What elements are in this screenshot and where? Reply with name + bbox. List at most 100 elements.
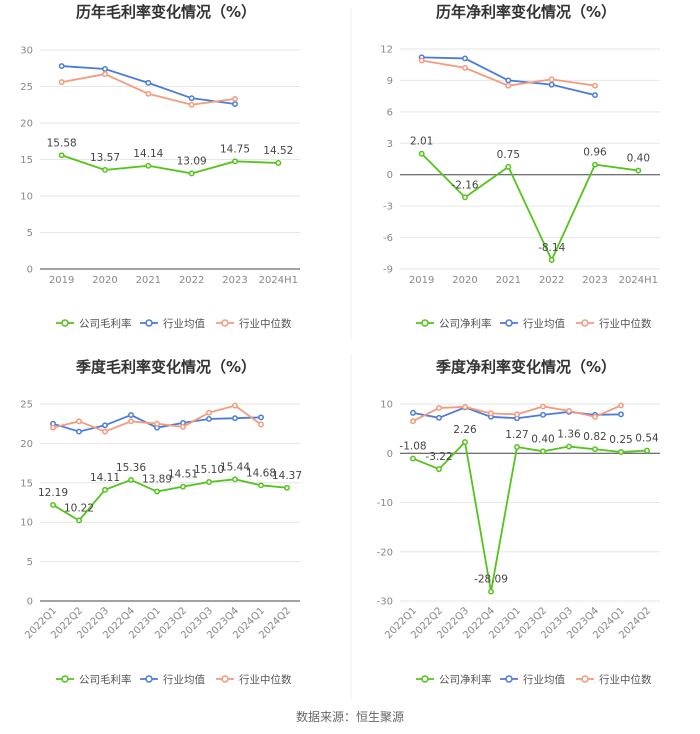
- chart-panel-2: 历年净利率变化情况（%） -9 -6 -3 0 3 6 9 12 2019 2020 2021 2022…: [380, 3, 660, 330]
- data-label: 14.14: [133, 148, 163, 160]
- data-point-avg: [145, 79, 152, 86]
- data-label: 13.57: [90, 152, 120, 164]
- data-label: -28.09: [474, 574, 508, 586]
- series-line-company: [52, 478, 288, 522]
- y-tick-label: 15: [20, 155, 33, 166]
- data-point-company: [206, 479, 212, 485]
- data-point-company: [592, 446, 598, 453]
- data-label: -8.14: [538, 242, 565, 254]
- legend-label: 公司净利率: [439, 673, 492, 686]
- data-label: 14.51: [168, 469, 198, 481]
- legend-label: 行业中位数: [599, 317, 652, 330]
- x-tick-label: 2023: [582, 275, 607, 286]
- legend-item-avg[interactable]: 行业均值: [140, 673, 205, 686]
- data-label: 1.36: [557, 429, 581, 441]
- data-label: 15.58: [47, 137, 77, 149]
- y-tick-label: 0: [27, 597, 33, 608]
- legend-item-avg[interactable]: 行业均值: [500, 673, 565, 686]
- chart-title: 历年净利率变化情况（%）: [436, 3, 616, 21]
- data-label: 15.10: [194, 464, 224, 476]
- legend-item-avg[interactable]: 行业均值: [140, 317, 205, 330]
- legend-item-company[interactable]: 公司净利率: [416, 673, 492, 686]
- data-point-company: [410, 455, 416, 462]
- data-point-avg: [102, 66, 108, 72]
- x-tick-label: 2023: [222, 275, 247, 286]
- x-tick-label: 2020: [452, 275, 477, 286]
- x-tick-label: 2021: [136, 275, 161, 286]
- data-point-median: [102, 428, 108, 435]
- data-point-avg: [436, 414, 442, 421]
- data-label: 14.11: [90, 472, 120, 484]
- data-point-avg: [540, 411, 546, 418]
- data-point-avg: [76, 428, 82, 435]
- series-line-avg: [421, 56, 596, 96]
- data-label: 13.09: [177, 155, 207, 167]
- y-tick-label: -30: [377, 597, 393, 608]
- data-point-company: [488, 588, 494, 595]
- x-tick-label: 2024H1: [619, 275, 658, 286]
- y-tick-label: 9: [387, 76, 393, 87]
- data-label: 12.19: [38, 487, 68, 499]
- data-point-median: [618, 402, 624, 409]
- legend-item-avg[interactable]: 行业均值: [500, 317, 565, 330]
- data-point-company: [128, 477, 134, 483]
- data-label: 14.52: [263, 145, 293, 157]
- data-point-avg: [548, 81, 555, 88]
- series-line-company: [61, 154, 279, 175]
- data-point-median: [145, 90, 152, 97]
- chart-title: 季度毛利率变化情况（%）: [76, 358, 256, 376]
- data-point-median: [58, 79, 65, 86]
- y-tick-label: -9: [383, 265, 393, 276]
- y-tick-label: 20: [20, 119, 33, 130]
- x-tick-label: 2022: [179, 275, 204, 286]
- legend-item-median[interactable]: 行业中位数: [216, 317, 292, 330]
- data-point-median: [548, 76, 555, 83]
- legend-item-median[interactable]: 行业中位数: [576, 673, 652, 686]
- data-point-company: [418, 150, 425, 157]
- chart-panel-4: 季度净利率变化情况（%）-30-20-100102022Q12022Q22022…: [377, 358, 660, 686]
- legend-label: 行业均值: [163, 673, 205, 686]
- legend-item-company[interactable]: 公司毛利率: [56, 317, 132, 330]
- legend-label: 公司毛利率: [79, 673, 132, 686]
- chart-panel-3: 季度毛利率变化情况（%）05101520252022Q12022Q22022Q3…: [20, 358, 302, 686]
- data-point-avg: [128, 412, 134, 418]
- data-point-company: [258, 482, 264, 489]
- data-point-company: [145, 162, 152, 169]
- data-label: 15.36: [116, 462, 146, 474]
- data-point-company: [232, 158, 238, 165]
- y-tick-label: -3: [383, 202, 393, 213]
- data-point-median: [154, 420, 160, 427]
- data-point-median: [188, 101, 195, 108]
- data-point-company: [462, 194, 468, 201]
- chart-title: 历年毛利率变化情况（%）: [76, 3, 256, 21]
- data-label: 0.40: [531, 433, 554, 445]
- data-point-median: [462, 64, 468, 71]
- data-point-avg: [505, 77, 512, 84]
- data-label: 0.40: [627, 153, 650, 165]
- legend-marker: [581, 675, 589, 683]
- chart-title: 季度净利率变化情况（%）: [436, 358, 616, 376]
- data-point-company: [275, 160, 282, 166]
- data-point-avg: [232, 101, 238, 107]
- legend-item-median[interactable]: 行业中位数: [576, 317, 652, 330]
- data-point-company: [635, 167, 642, 174]
- data-point-median: [128, 418, 134, 425]
- x-tick-label: 2020: [92, 275, 117, 286]
- data-label: 0.54: [635, 433, 659, 445]
- data-point-company: [436, 466, 442, 473]
- data-point-company: [540, 448, 546, 455]
- data-point-median: [50, 424, 56, 431]
- legend-marker: [145, 319, 153, 327]
- data-point-median: [232, 95, 238, 102]
- legend-item-company[interactable]: 公司净利率: [416, 317, 492, 330]
- data-point-median: [76, 418, 82, 425]
- data-point-median: [258, 421, 264, 428]
- data-point-avg: [410, 409, 416, 416]
- data-point-avg: [618, 411, 624, 418]
- legend-marker: [421, 675, 429, 683]
- legend-label: 公司净利率: [439, 317, 492, 330]
- legend-item-median[interactable]: 行业中位数: [216, 673, 292, 686]
- legend-item-company[interactable]: 公司毛利率: [56, 673, 132, 686]
- data-point-company: [548, 257, 555, 263]
- y-tick-label: 12: [380, 45, 393, 56]
